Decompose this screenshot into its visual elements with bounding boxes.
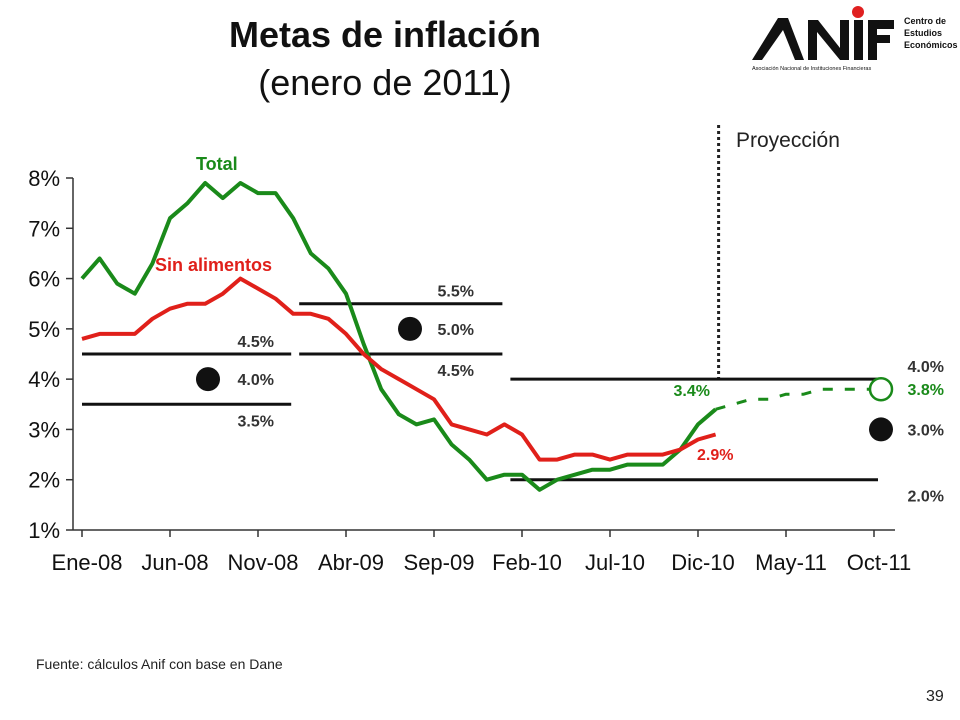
logo-unit-line-1: Centro de bbox=[904, 16, 946, 26]
target-band-label: 4.5% bbox=[238, 334, 274, 351]
x-tick-label: Jun-08 bbox=[141, 550, 208, 575]
x-tick-label: Abr-09 bbox=[318, 550, 384, 575]
sin-alimentos-series-line bbox=[81, 276, 717, 462]
sin-alimentos-series-label: Sin alimentos bbox=[155, 255, 272, 275]
total-series-line bbox=[80, 181, 717, 492]
target-dot bbox=[869, 417, 893, 442]
target-band-label: 4.5% bbox=[438, 363, 474, 380]
x-tick-label: Feb-10 bbox=[492, 550, 562, 575]
y-tick-label: 3% bbox=[28, 417, 60, 442]
projection-end-value: 3.8% bbox=[908, 382, 944, 399]
x-tick-label: May-11 bbox=[755, 550, 827, 575]
target-dot bbox=[398, 316, 422, 341]
target-band-label: 3.5% bbox=[238, 413, 274, 430]
x-tick-label: Sep-09 bbox=[404, 550, 475, 575]
x-tick-label: Dic-10 bbox=[671, 550, 735, 575]
y-tick-label: 5% bbox=[28, 317, 60, 342]
target-band-label: 2.0% bbox=[908, 489, 944, 506]
total-series-label: Total bbox=[196, 154, 238, 174]
x-tick-label: Jul-10 bbox=[585, 550, 645, 575]
target-band-label: 4.0% bbox=[908, 359, 944, 376]
x-tick-label: Ene-08 bbox=[52, 550, 123, 575]
y-tick-label: 2% bbox=[28, 468, 60, 493]
page-title: Metas de inflación bbox=[228, 14, 542, 55]
total-last-value: 3.4% bbox=[674, 383, 710, 400]
page-subtitle: (enero de 2011) bbox=[258, 62, 512, 103]
y-tick-label: 6% bbox=[28, 267, 60, 292]
target-band-label: 5.5% bbox=[438, 284, 474, 301]
logo-unit-line-2: Estudios bbox=[904, 28, 942, 38]
y-tick-label: 4% bbox=[28, 367, 60, 392]
page-number: 39 bbox=[926, 688, 944, 705]
projection-label: Proyección bbox=[736, 129, 840, 152]
logo-dot bbox=[852, 6, 864, 18]
x-tick-label: Oct-11 bbox=[847, 550, 911, 575]
y-tick-label: 7% bbox=[28, 216, 60, 241]
y-tick-label: 8% bbox=[28, 166, 60, 191]
source-note: Fuente: cálculos Anif con base en Dane bbox=[36, 656, 283, 672]
logo-tagline: Asociación Nacional de Instituciones Fin… bbox=[752, 66, 871, 72]
target-dot bbox=[196, 367, 220, 392]
projection-end-marker bbox=[868, 376, 894, 402]
y-tick-label: 1% bbox=[28, 518, 60, 543]
sin-alimentos-last-value: 2.9% bbox=[697, 447, 733, 464]
projection-series-line bbox=[715, 387, 892, 411]
target-value-label: 3.0% bbox=[908, 422, 944, 439]
logo-unit-line-3: Económicos bbox=[904, 40, 958, 50]
target-value-label: 4.0% bbox=[238, 372, 274, 389]
x-tick-label: Nov-08 bbox=[228, 550, 299, 575]
anif-logo: Asociación Nacional de Instituciones Fin… bbox=[752, 6, 958, 72]
target-value-label: 5.0% bbox=[438, 322, 474, 339]
